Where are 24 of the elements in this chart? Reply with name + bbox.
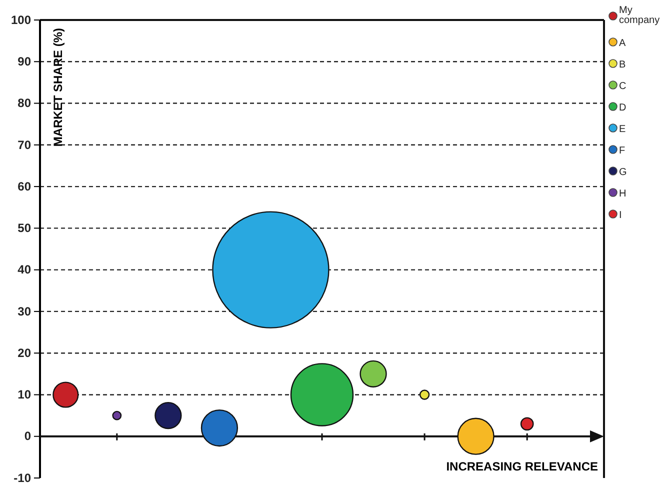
y-tick-label: 20 (18, 346, 32, 360)
legend-label: C (619, 81, 626, 92)
legend-label: A (619, 38, 626, 49)
y-tick-label: 40 (18, 262, 32, 277)
legend-label: F (619, 146, 626, 156)
legend-label: My company (619, 5, 660, 26)
legend-label: E (619, 124, 626, 135)
legend-label: H (619, 188, 626, 200)
legend-label: D (619, 102, 626, 114)
y-tick-label: 10 (18, 388, 32, 402)
y-tick-label: 60 (18, 179, 32, 194)
legend-label: I (619, 210, 622, 221)
x-axis-title: INCREASING RELEVANCE (446, 459, 598, 474)
legend-label: G (619, 167, 627, 178)
y-tick-label: 30 (18, 304, 32, 318)
y-tick-label: 70 (18, 138, 32, 152)
y-tick-label: -10 (14, 470, 32, 485)
y-tick-label: 90 (18, 54, 32, 68)
legend-label: B (619, 60, 626, 70)
y-tick-label: 0 (24, 429, 32, 444)
y-tick-label: 50 (18, 221, 32, 236)
y-tick-label: 80 (18, 96, 32, 110)
y-axis-title: MARKET SHARE (%) (51, 28, 65, 147)
y-tick-label: 100 (10, 12, 32, 27)
